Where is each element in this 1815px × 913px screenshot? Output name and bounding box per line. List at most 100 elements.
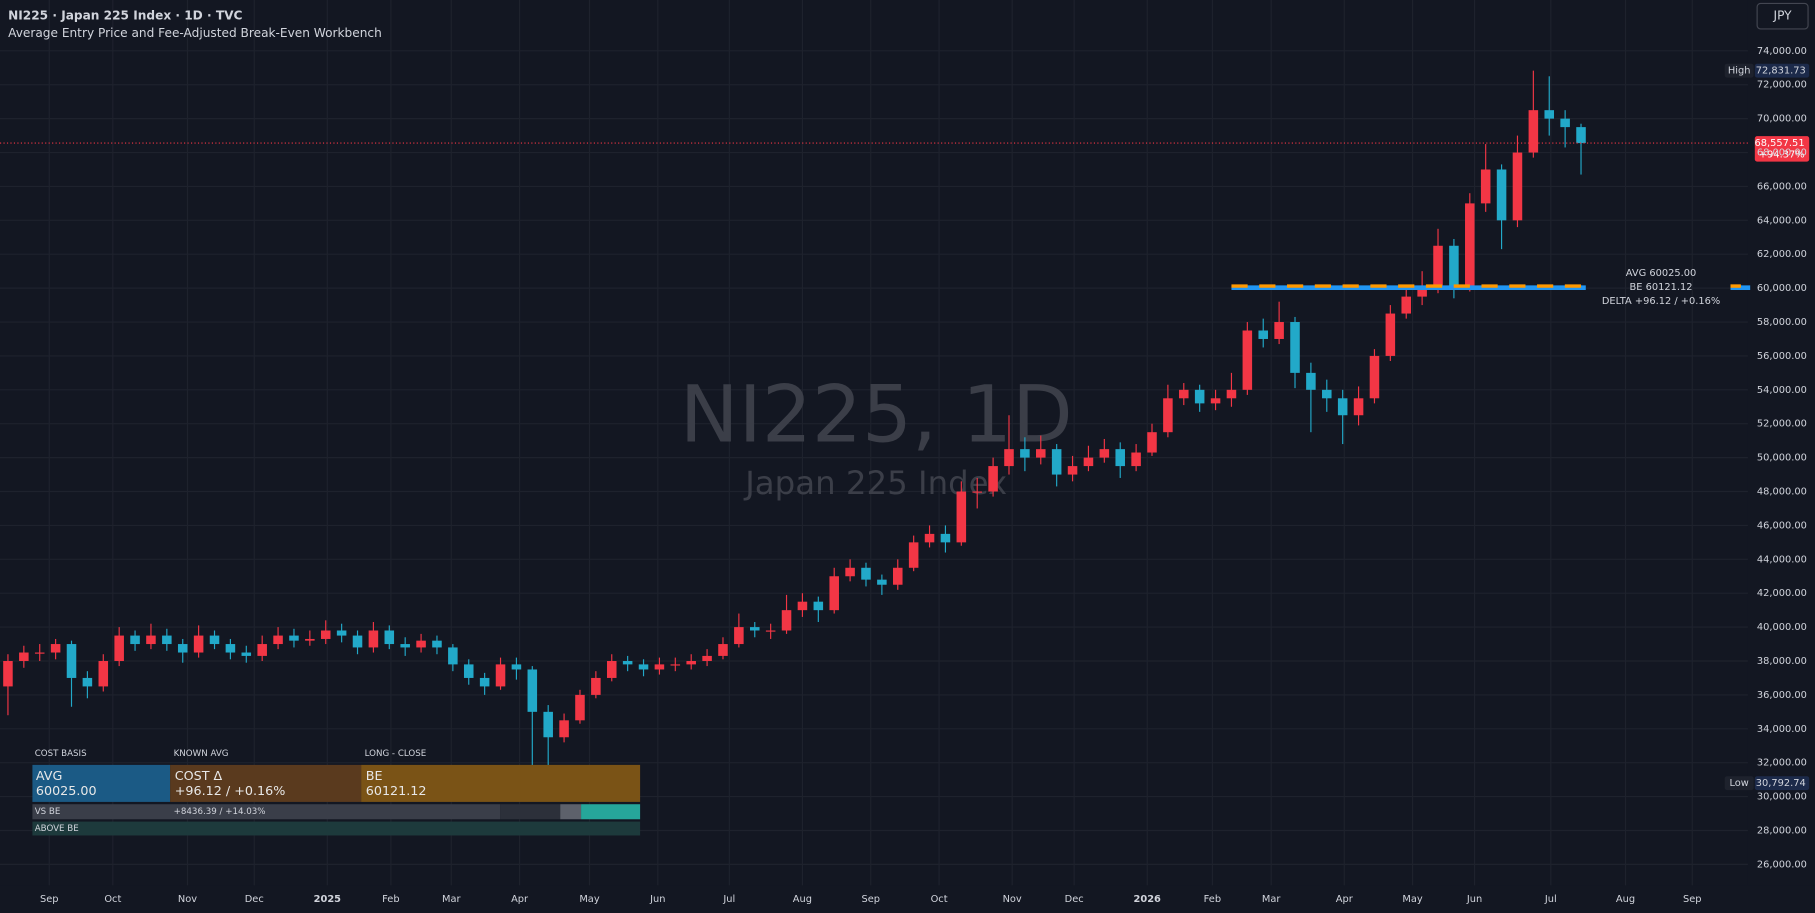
candle-body — [1099, 449, 1110, 458]
candle-body — [781, 610, 792, 631]
candle-body — [638, 664, 649, 670]
marker-title: High — [1728, 66, 1751, 77]
candle-body — [1051, 449, 1062, 475]
candle-body — [1449, 245, 1459, 289]
candle-body — [686, 660, 696, 665]
candle-body — [543, 711, 553, 738]
candle-body — [829, 576, 839, 611]
y-tick-label: 62,000.00 — [1757, 249, 1807, 260]
x-tick-label: Aug — [793, 894, 812, 905]
candle-body — [1020, 449, 1030, 458]
candle-body — [1194, 389, 1205, 404]
candle-body — [559, 720, 569, 738]
progress-track — [32, 804, 501, 820]
panel-cell — [170, 764, 362, 802]
last-price: 68,557.51 — [1755, 138, 1805, 149]
candle-body — [34, 652, 45, 654]
y-tick-label: 32,000.00 — [1757, 758, 1807, 769]
candle-body — [19, 652, 29, 661]
candle-body — [209, 635, 220, 645]
candle-body — [1036, 449, 1046, 458]
currency[interactable]: JPY — [1773, 9, 1793, 23]
candle-body — [1512, 152, 1523, 221]
candle-body — [527, 669, 538, 712]
candle-body — [1083, 457, 1094, 467]
y-tick-label: 46,000.00 — [1757, 520, 1807, 531]
candle-body — [1306, 372, 1316, 390]
y-tick-label: 50,000.00 — [1757, 453, 1807, 464]
marker-title-bg — [1724, 63, 1754, 78]
candle-body — [1004, 449, 1014, 467]
candle-body — [797, 601, 808, 611]
candle-body — [495, 664, 506, 687]
x-tick-label: May — [579, 894, 600, 905]
x-tick-label: Sep — [1683, 894, 1702, 905]
last-price-badge — [1754, 136, 1810, 162]
avg-label: AVG 60025.00 — [1626, 268, 1696, 279]
candle-body — [66, 644, 77, 678]
candle-body — [956, 491, 967, 543]
panel-cell — [32, 764, 171, 802]
candle-body — [670, 664, 681, 666]
candle-body — [225, 644, 236, 653]
marker-value: 72,831.73 — [1756, 66, 1806, 77]
candle-body — [1163, 398, 1173, 433]
candle-body — [924, 533, 935, 543]
candle-body — [892, 567, 903, 585]
candle-body — [1258, 330, 1268, 339]
x-tick-label: Jul — [1544, 894, 1557, 905]
candle-body — [511, 664, 522, 670]
candle-body — [1560, 118, 1570, 128]
candle-body — [622, 660, 633, 665]
candles — [3, 70, 1586, 784]
candle-body — [1131, 452, 1141, 467]
candle-body — [416, 640, 426, 648]
cell-value: +96.12 / +0.16% — [175, 784, 286, 799]
candle-body — [1147, 432, 1157, 453]
x-tick-label: Sep — [40, 894, 59, 905]
y-tick-label: 58,000.00 — [1757, 317, 1807, 328]
progress-track — [500, 804, 561, 820]
candle-body — [50, 644, 61, 653]
overlay: AVG 60025.00 BE 60121.12 DELTA +96.12 / +0… — [0, 63, 1810, 791]
y-tick-label: 54,000.00 — [1757, 385, 1807, 396]
candle-body — [289, 635, 299, 641]
candle-body — [273, 635, 283, 645]
candle-body — [1433, 245, 1443, 289]
candle-body — [1417, 288, 1427, 297]
candle-body — [1210, 398, 1221, 404]
candle-body — [749, 627, 760, 631]
candle-body — [606, 660, 617, 678]
candle-body — [98, 660, 109, 687]
candle-body — [3, 660, 13, 687]
candle-body — [257, 644, 267, 656]
candle-body — [1480, 169, 1491, 204]
candle-body — [384, 630, 395, 645]
candle-body — [1274, 322, 1284, 339]
cell-value: 60025.00 — [36, 784, 97, 799]
x-tick-label: Dec — [245, 894, 264, 905]
candle-body — [1576, 127, 1586, 144]
x-tick-label: Feb — [382, 894, 399, 905]
y-tick-label: 38,000.00 — [1757, 656, 1807, 667]
marker-badge — [1754, 776, 1810, 791]
currency-button[interactable] — [1756, 2, 1809, 30]
y-tick-label: 28,000.00 — [1757, 825, 1807, 836]
candle-body — [305, 638, 315, 641]
candle-body — [177, 644, 188, 653]
cell-label: COST Δ — [175, 769, 223, 784]
panel-cell — [361, 764, 641, 802]
candle-body — [320, 630, 331, 639]
y-tick-label: 66,000.00 — [1757, 181, 1807, 192]
x-tick-label: 2025 — [314, 894, 342, 905]
candle-body — [654, 664, 665, 670]
y-tick-label: 44,000.00 — [1757, 554, 1807, 565]
candle-body — [702, 655, 712, 661]
y-tick-label: 74,000.00 — [1757, 46, 1807, 57]
cell-label: BE — [366, 769, 383, 784]
candle-body — [130, 635, 140, 645]
candle-body — [1496, 169, 1507, 221]
watermark-subtitle: Japan 225 Index — [743, 464, 1007, 502]
y-tick-label: 68,000.00 — [1757, 148, 1807, 159]
